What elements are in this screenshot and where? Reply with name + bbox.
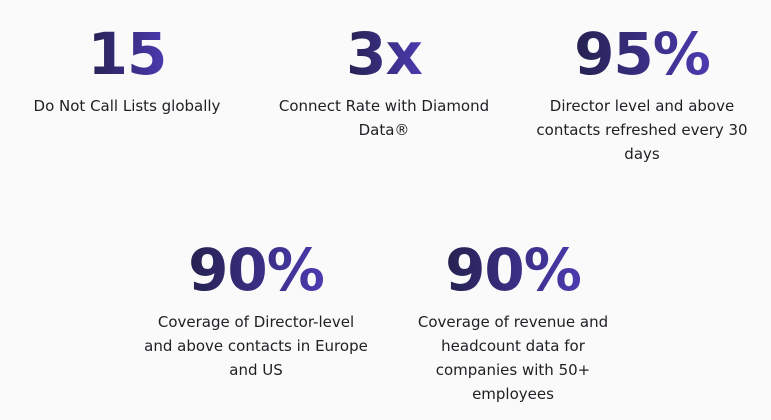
stat-item: 90% Coverage of revenue and headcount dat…: [373, 238, 653, 406]
stat-value: 3x: [346, 20, 423, 88]
stat-value: 95%: [574, 20, 711, 88]
stat-value: 90%: [188, 236, 325, 304]
stat-label: Coverage of revenue and headcount data f…: [417, 313, 609, 403]
stat-label: Do Not Call Lists globally: [33, 97, 221, 115]
stat-item: 15 Do Not Call Lists globally: [0, 22, 267, 118]
stat-item: 90% Coverage of Director-level and above …: [116, 238, 396, 382]
stat-label: Connect Rate with Diamond Data®: [278, 97, 490, 139]
stat-value: 90%: [445, 236, 582, 304]
stat-label: Director level and above contacts refres…: [536, 97, 748, 163]
stat-item: 95% Director level and above contacts ref…: [502, 22, 771, 166]
stat-value: 15: [87, 20, 168, 88]
stat-item: 3x Connect Rate with Diamond Data®: [244, 22, 524, 142]
stat-label: Coverage of Director-level and above con…: [144, 313, 368, 379]
